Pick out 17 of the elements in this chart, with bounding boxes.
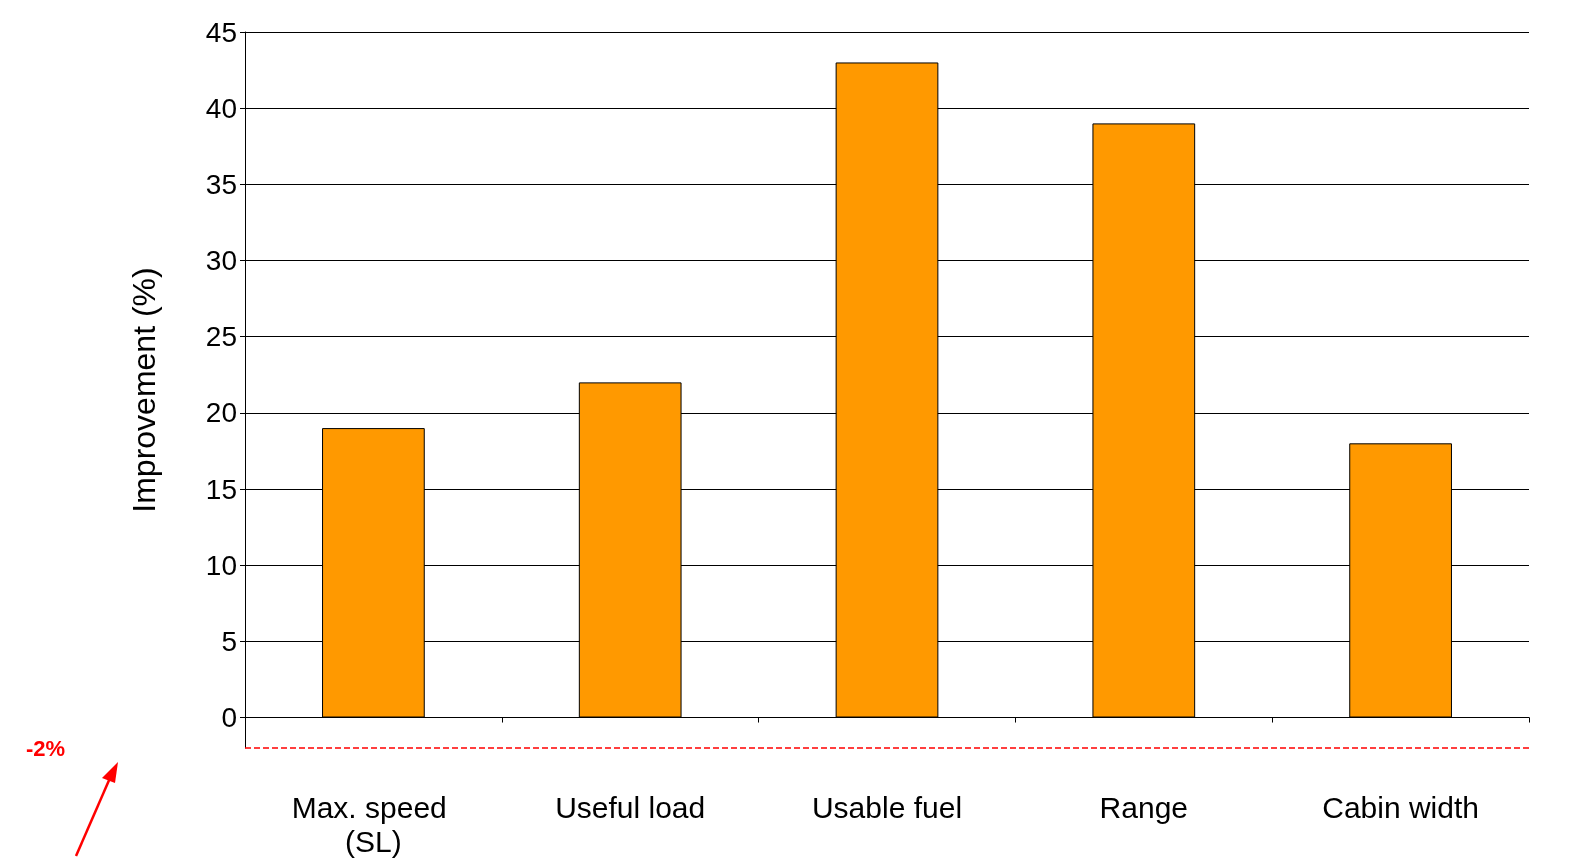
y-tick-label: 45 xyxy=(205,16,237,48)
y-tick-label: 20 xyxy=(205,397,237,429)
ref-line-label: -2% xyxy=(25,735,65,761)
y-tick-label: 15 xyxy=(205,473,237,505)
y-tick-label: 30 xyxy=(205,245,237,277)
x-tick-label: Max. speed (SL) xyxy=(291,790,456,858)
y-tick-label: 0 xyxy=(221,702,237,734)
y-tick-label: 10 xyxy=(205,549,237,581)
y-tick-label: 40 xyxy=(205,92,237,124)
y-tick-label: 25 xyxy=(205,321,237,353)
x-tick-label: Cabin width xyxy=(1322,790,1479,824)
x-tick-label: Range xyxy=(1099,790,1188,824)
x-tick-label: Usable fuel xyxy=(811,790,963,824)
y-tick-label: 5 xyxy=(221,625,237,657)
y-tick-label: 35 xyxy=(205,168,237,200)
x-tick-label: Useful load xyxy=(555,790,706,824)
y-axis-title: Improvement (%) xyxy=(126,267,162,513)
